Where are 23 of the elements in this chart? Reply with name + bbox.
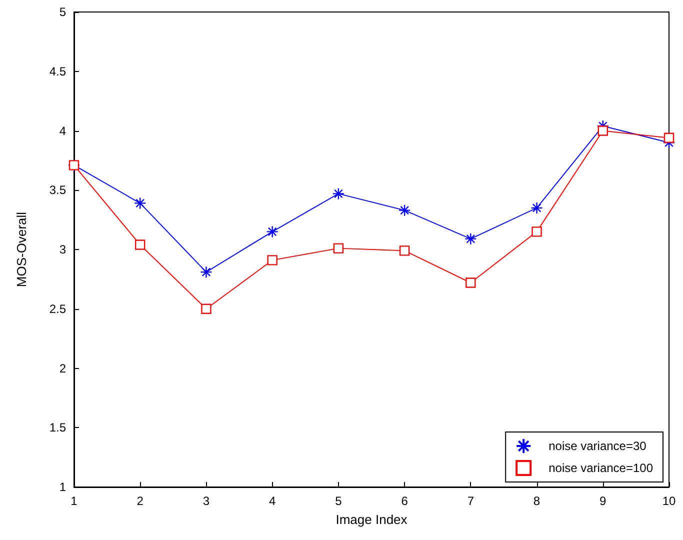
y-tick-label: 1.5 bbox=[49, 420, 66, 435]
x-tick-label: 9 bbox=[600, 494, 607, 508]
x-tick-label: 6 bbox=[401, 494, 408, 508]
y-tick-label: 1 bbox=[59, 480, 66, 494]
x-tick-label: 2 bbox=[136, 494, 144, 508]
y-tick-label: 3 bbox=[59, 242, 66, 256]
x-tick-label: 8 bbox=[533, 494, 540, 508]
x-axis-title: Image Index bbox=[336, 512, 408, 527]
y-tick-label: 2.5 bbox=[49, 302, 66, 316]
x-tick-label: 10 bbox=[662, 494, 676, 508]
legend-label: noise variance=100 bbox=[548, 461, 654, 475]
y-tick-label: 4.5 bbox=[49, 64, 66, 78]
x-tick-label: 1 bbox=[70, 494, 78, 508]
y-axis-title: MOS-Overall bbox=[14, 212, 29, 288]
y-tick-label: 5 bbox=[59, 5, 66, 19]
x-tick-label: 3 bbox=[202, 494, 210, 508]
y-tick-label: 3.5 bbox=[49, 183, 66, 198]
x-tick-label: 7 bbox=[467, 494, 474, 508]
y-tick-label: 4 bbox=[59, 124, 66, 138]
y-tick-label: 2 bbox=[59, 361, 66, 376]
legend-label: noise variance=30 bbox=[548, 439, 647, 453]
x-tick-label: 5 bbox=[335, 494, 342, 508]
x-tick-label: 4 bbox=[268, 494, 276, 508]
